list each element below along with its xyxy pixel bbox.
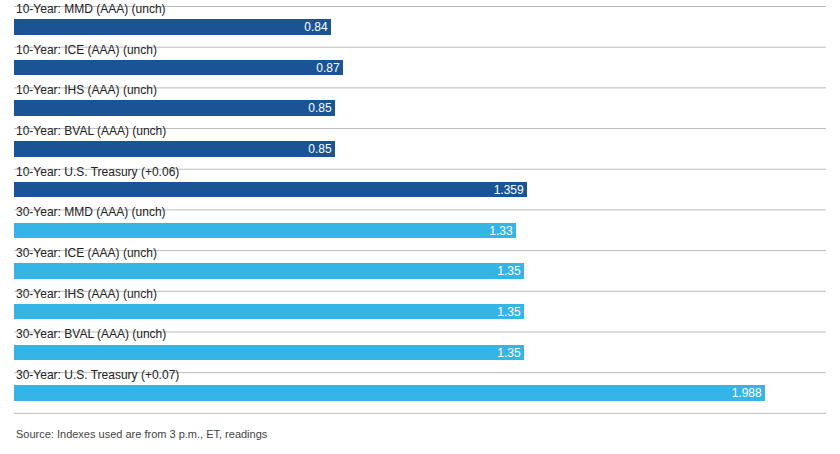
svg-text:10-Year: BVAL (AAA) (unch): 10-Year: BVAL (AAA) (unch)	[16, 124, 166, 138]
svg-text:Source: Indexes used are from: Source: Indexes used are from 3 p.m., ET…	[16, 428, 268, 440]
svg-text:1.359: 1.359	[494, 183, 524, 197]
svg-text:30-Year: BVAL (AAA) (unch): 30-Year: BVAL (AAA) (unch)	[16, 327, 166, 341]
svg-text:30-Year: IHS (AAA) (unch): 30-Year: IHS (AAA) (unch)	[16, 287, 157, 301]
svg-text:1.35: 1.35	[497, 305, 521, 319]
svg-text:0.87: 0.87	[316, 61, 340, 75]
svg-text:0.84: 0.84	[304, 20, 328, 34]
svg-text:1.988: 1.988	[732, 386, 762, 400]
svg-text:1.35: 1.35	[497, 346, 521, 360]
svg-text:10-Year: IHS (AAA) (unch): 10-Year: IHS (AAA) (unch)	[16, 83, 157, 97]
svg-text:0.85: 0.85	[308, 142, 332, 156]
svg-text:0.85: 0.85	[308, 101, 332, 115]
svg-text:10-Year: ICE (AAA) (unch): 10-Year: ICE (AAA) (unch)	[16, 43, 157, 57]
svg-text:1.35: 1.35	[497, 264, 521, 278]
svg-text:30-Year: U.S. Treasury (+0.07): 30-Year: U.S. Treasury (+0.07)	[16, 368, 179, 382]
svg-text:30-Year: MMD (AAA) (unch): 30-Year: MMD (AAA) (unch)	[16, 205, 166, 219]
svg-text:1.33: 1.33	[489, 224, 513, 238]
svg-text:10-Year: MMD (AAA) (unch): 10-Year: MMD (AAA) (unch)	[16, 2, 166, 16]
svg-text:30-Year: ICE (AAA) (unch): 30-Year: ICE (AAA) (unch)	[16, 246, 157, 260]
svg-text:10-Year: U.S. Treasury (+0.06): 10-Year: U.S. Treasury (+0.06)	[16, 165, 179, 179]
